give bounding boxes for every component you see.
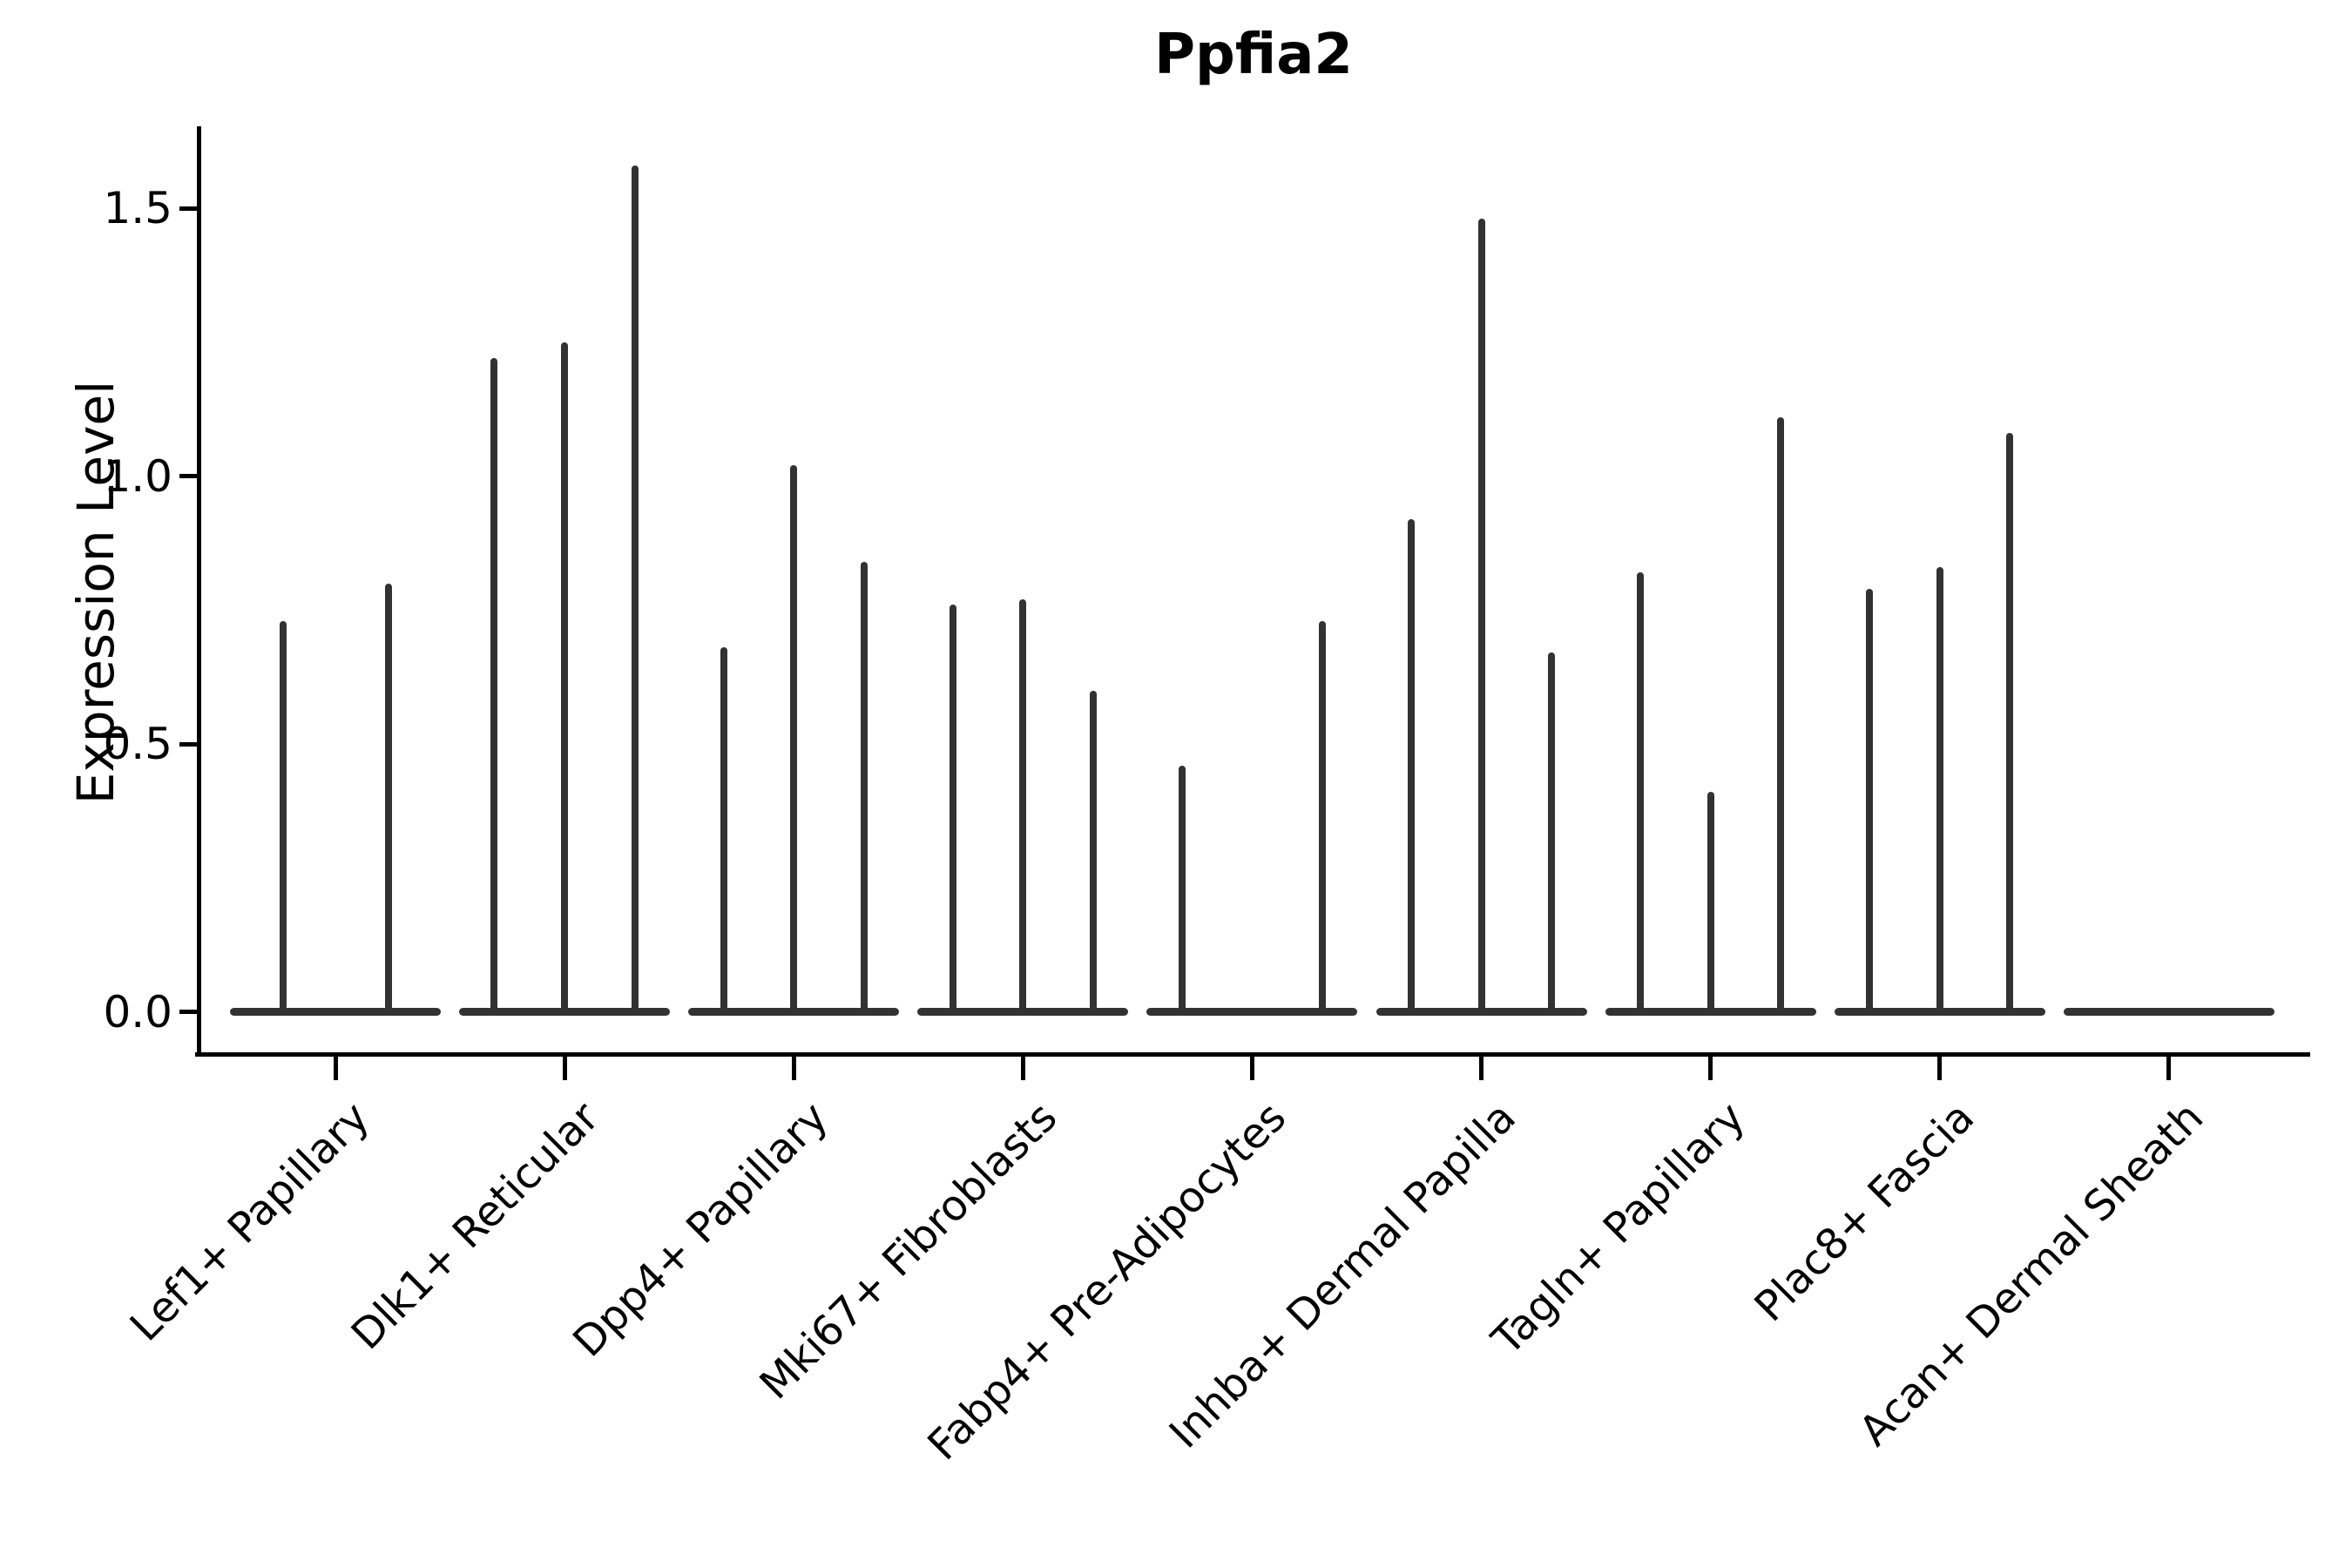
- y-axis-tick: [179, 741, 197, 747]
- y-axis-spine: [197, 126, 201, 1057]
- x-axis-tick: [791, 1057, 796, 1080]
- x-axis-spine: [195, 1052, 2310, 1057]
- violin-spike: [1636, 572, 1644, 1014]
- y-axis-tick-label: 0.0: [103, 986, 172, 1037]
- x-axis-tick: [1937, 1057, 1943, 1080]
- violin-spike: [720, 647, 727, 1014]
- violin-spike: [1866, 588, 1874, 1014]
- x-axis-tick: [2166, 1057, 2172, 1080]
- violin-spike: [490, 358, 498, 1014]
- y-axis-tick-label: 1.5: [103, 183, 172, 233]
- violin-spike: [949, 605, 956, 1014]
- violin-spike: [1777, 416, 1785, 1014]
- violin-spike: [1319, 620, 1327, 1014]
- violin-spike: [1089, 690, 1097, 1014]
- violin-spike: [1477, 219, 1485, 1014]
- y-axis-tick: [179, 474, 197, 478]
- y-axis-tick-label: 1.0: [103, 450, 172, 502]
- y-axis-label: Expression Level: [66, 380, 125, 805]
- violin-spike: [384, 583, 392, 1014]
- x-axis-tick-label: Dlk1+ Reticular: [341, 1092, 609, 1360]
- x-axis-tick: [1020, 1057, 1025, 1080]
- violin-spike: [1707, 792, 1714, 1014]
- x-axis-tick-label: Lef1+ Papillary: [121, 1092, 380, 1351]
- violin-spike: [860, 561, 868, 1014]
- violin-spike: [2006, 433, 2014, 1014]
- y-axis-tick-label: 0.5: [103, 719, 172, 769]
- x-axis-tick: [333, 1057, 338, 1080]
- chart-title: Ppfia2: [1154, 23, 1353, 87]
- violin-spike: [561, 341, 569, 1014]
- violin-spike: [1178, 765, 1186, 1014]
- x-axis-tick-label: Plac8+ Fascia: [1745, 1092, 1984, 1332]
- violin-spike: [1019, 598, 1027, 1014]
- x-axis-tick-label: Tagln+ Papillary: [1483, 1092, 1754, 1365]
- x-axis-tick: [1479, 1057, 1484, 1080]
- violin-spike: [631, 165, 639, 1014]
- violin-spike: [790, 465, 798, 1014]
- violin-spike: [279, 620, 287, 1014]
- x-axis-tick: [1249, 1057, 1254, 1080]
- y-axis-tick: [179, 206, 197, 211]
- violin-spike: [1407, 518, 1415, 1014]
- violin-spike: [1548, 652, 1556, 1014]
- x-axis-tick: [562, 1057, 567, 1080]
- violin-spike: [1936, 567, 1943, 1014]
- y-axis-tick: [179, 1010, 197, 1014]
- violin-base: [2063, 1008, 2274, 1016]
- violin-base: [1146, 1008, 1358, 1016]
- x-axis-tick-label: Dpp4+ Papillary: [564, 1092, 838, 1367]
- violin-base: [230, 1008, 441, 1016]
- x-axis-tick: [1708, 1057, 1713, 1080]
